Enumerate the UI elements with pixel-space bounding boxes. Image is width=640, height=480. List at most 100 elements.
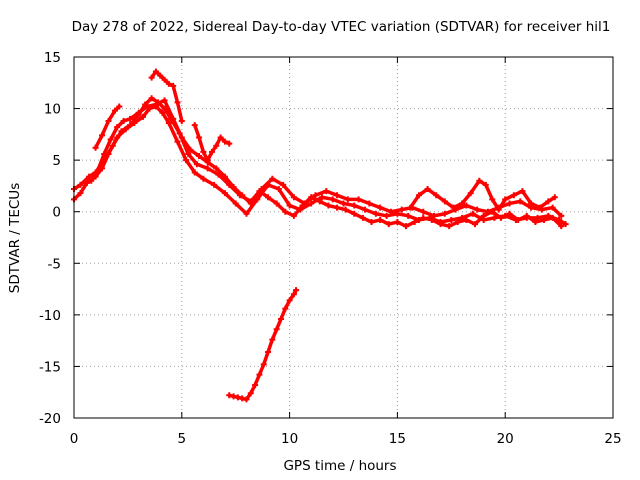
data-point [178,117,185,124]
data-point [191,169,198,176]
data-point [230,183,237,190]
grid-lines [74,57,613,418]
data-point [107,136,114,143]
plot-frame [73,56,614,419]
data-point [403,223,410,230]
y-tick-label: 15 [44,50,61,66]
data-point [286,202,293,209]
series-track-5 [148,68,185,124]
data-point [355,196,362,203]
data-point [282,208,289,215]
data-point [316,198,323,205]
data-point [77,190,84,197]
data-point [506,200,513,207]
data-point [467,190,474,197]
data-point [489,196,496,203]
x-tick-labels: 0 5 10 15 20 25 [70,431,622,447]
series-trace [89,98,564,228]
data-point [312,192,319,199]
data-point [118,128,125,135]
data-point [424,186,431,193]
data-point [273,200,280,207]
data-point [532,219,539,226]
data-point [200,175,207,182]
data-point [99,132,106,139]
data-point [120,117,127,124]
data-point [549,204,556,211]
data-point [334,192,341,199]
data-point [480,212,487,219]
data-point [372,210,379,217]
data-point [463,202,470,209]
series-track-7 [407,177,558,213]
data-point [88,177,95,184]
tick-marks [73,56,614,419]
data-point [213,142,220,149]
data-point [323,188,330,195]
data-point [226,140,233,147]
data-point [383,212,390,219]
data-point [454,219,461,226]
data-point [161,76,168,83]
data-point [94,167,101,174]
data-point [196,153,203,160]
data-point [185,150,192,157]
data-point [144,103,151,110]
data-point [221,173,228,180]
data-point [340,200,347,207]
data-point [519,188,526,195]
data-point [135,109,142,116]
data-point [269,336,276,343]
data-point [541,216,548,223]
data-point [482,181,489,188]
data-point [187,146,194,153]
data-point [387,208,394,215]
chart-title: Day 278 of 2022, Sidereal Day-to-day VTE… [72,19,611,35]
data-point [420,208,427,215]
data-point [148,95,155,102]
data-point [517,198,524,205]
y-tick-label: -20 [39,411,61,427]
data-point [290,212,297,219]
data-point [359,214,366,221]
data-point [101,150,108,157]
data-point [290,194,297,201]
data-point [247,390,254,397]
data-point [308,194,315,201]
data-point [213,165,220,172]
data-point [351,202,358,209]
data-point [441,210,448,217]
data-point [152,68,159,75]
data-point [497,214,504,221]
data-point [448,216,455,223]
data-point [459,200,466,207]
series-trace [408,179,557,212]
data-point [196,134,203,141]
data-point [260,361,267,368]
data-point [377,204,384,211]
data-point [193,161,200,168]
data-point [351,210,358,217]
data-point [334,204,341,211]
series-track-6 [191,122,233,164]
data-point [174,99,181,106]
x-tick-label: 0 [70,431,79,447]
data-point [286,297,293,304]
data-point [545,198,552,205]
data-point [469,210,476,217]
data-point [415,192,422,199]
data-point [463,216,470,223]
data-point [528,200,535,207]
data-point [495,206,502,213]
data-point [127,115,134,122]
data-point [265,348,272,355]
data-point [325,202,332,209]
data-point [127,122,134,129]
data-point [265,194,272,201]
data-point [282,305,289,312]
x-tick-label: 5 [178,431,187,447]
data-point [159,109,166,116]
data-point [269,175,276,182]
data-points [71,68,569,403]
